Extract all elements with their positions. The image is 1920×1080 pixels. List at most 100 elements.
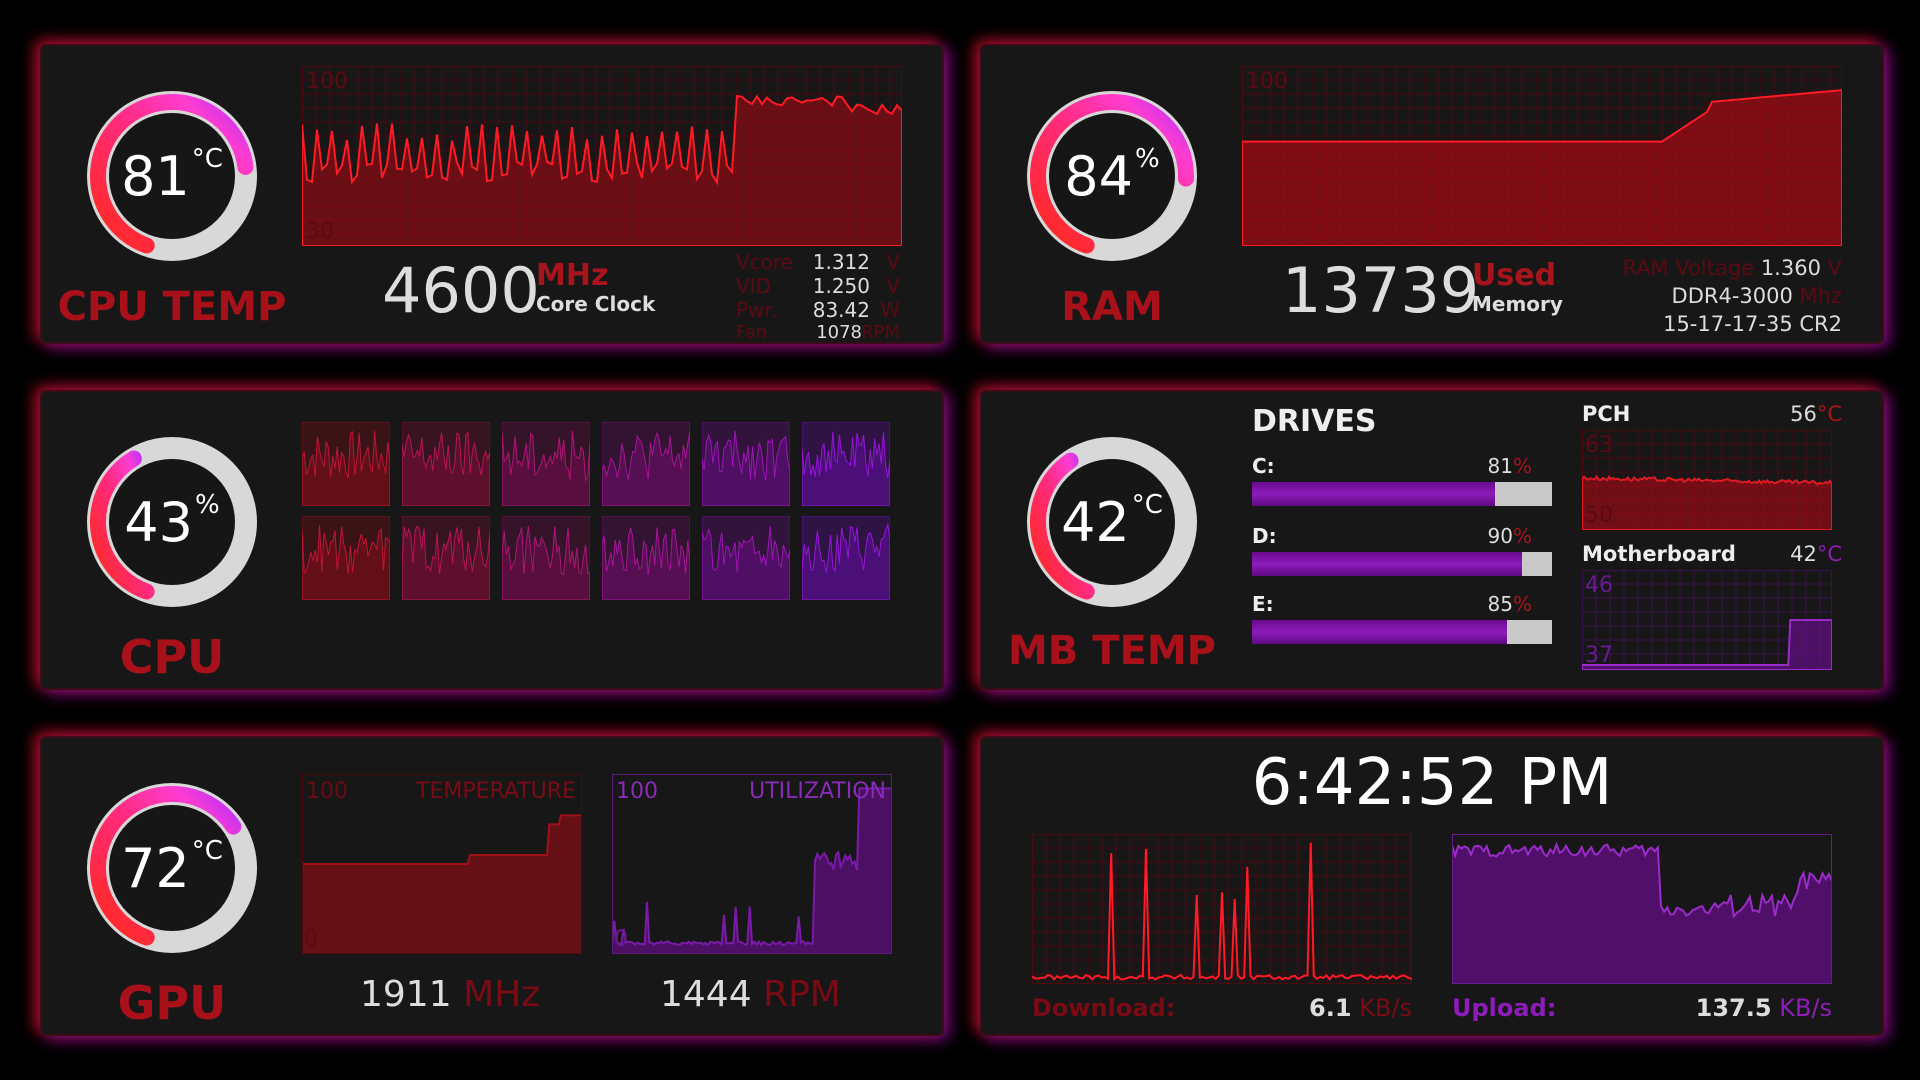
cpu-temp-title: CPU TEMP: [57, 284, 287, 330]
ram-voltage: RAM Voltage 1.360 V: [1622, 256, 1842, 280]
drive-d-label: D:: [1252, 524, 1277, 548]
download-rate: 6.1 KB/s: [1212, 994, 1412, 1022]
gauge-arc: [90, 450, 155, 600]
download-line: [1032, 842, 1412, 982]
cpu-core-chart: [602, 422, 690, 506]
ram-speed: DDR4-3000 Mhz: [1672, 284, 1842, 308]
core-load-line: [302, 430, 390, 506]
drive-pct-unit: %: [1512, 454, 1532, 478]
ram-gauge-value: 84%: [1012, 76, 1212, 276]
gauge-center: [110, 806, 234, 930]
drive-pct-unit: %: [1512, 524, 1532, 548]
upload-unit: KB/s: [1779, 994, 1832, 1022]
clock-display: 6:42:52 PM: [1251, 746, 1613, 820]
core-load-line: [302, 524, 390, 600]
cpu-core-chart: [802, 516, 890, 600]
ram-speed-value: DDR4-3000: [1671, 284, 1793, 308]
chart-min-label: 0: [614, 927, 628, 952]
stat-value: 1.312: [812, 250, 870, 274]
core-load-line: [702, 430, 790, 506]
stat-unit: V: [886, 250, 900, 274]
gpu-number: 72: [121, 836, 190, 900]
chart-frame: [302, 774, 582, 954]
gpu-panel: 72 °C GPU 100 TEMPERATURE 0 100 UTILIZATI…: [40, 736, 944, 1036]
core-load-line: [602, 527, 690, 600]
chart-grid: [1032, 834, 1412, 984]
ram-voltage-value: 1.360: [1760, 256, 1821, 280]
stat-label: VID: [736, 274, 771, 298]
ram-used-label: Used: [1472, 258, 1557, 293]
stat-unit: W: [880, 298, 900, 322]
upload-value: 137.5: [1695, 994, 1772, 1022]
cpu-core-chart: [802, 422, 890, 506]
core-bg: [602, 516, 690, 600]
download-value: 6.1: [1309, 994, 1352, 1022]
chart-frame: [1032, 834, 1412, 984]
chart-min-label: 50: [1585, 503, 1613, 528]
ram-title: RAM: [1061, 284, 1163, 330]
core-clock-unit: MHz: [536, 258, 609, 293]
upload-label: Upload:: [1452, 994, 1557, 1022]
drive-pct-value: 85: [1487, 592, 1513, 616]
motherboard-temp-unit: °C: [1816, 542, 1842, 566]
stat-value: 1078: [816, 322, 862, 343]
cpu-core-chart: [702, 422, 790, 506]
cpu-temp-panel: 81 °C CPU TEMP 100 30 4600 MHz Core Clock…: [40, 44, 944, 344]
gauge-arc: [90, 94, 254, 254]
chart-max-label: 100: [616, 779, 658, 804]
core-bg: [702, 422, 790, 506]
chart-min-label: 37: [1585, 643, 1613, 668]
core-load-line: [702, 526, 790, 600]
cpu-core-chart: [402, 516, 490, 600]
drive-c-bar: [1252, 482, 1552, 506]
cpu-temp-chart: 100 30: [302, 66, 902, 246]
cpu-core-chart: [502, 516, 590, 600]
drives-title: DRIVES: [1252, 404, 1377, 439]
gauge-center: [110, 460, 234, 584]
gpu-fan: 1444 RPM: [660, 974, 841, 1015]
stat-unit: RPM: [861, 322, 900, 343]
upload-rate: 137.5 KB/s: [1632, 994, 1832, 1022]
gauge-arc: [90, 786, 242, 946]
ram-used-sub: Memory: [1472, 292, 1563, 316]
download-unit: KB/s: [1359, 994, 1412, 1022]
stat-label: Vcore: [736, 250, 794, 274]
gpu-util-chart: 100 UTILIZATION 0: [612, 774, 892, 954]
cpu-core-chart: [402, 422, 490, 506]
gpu-gauge: [87, 783, 257, 953]
pch-area: [1582, 474, 1832, 530]
cpu-temp-gauge: [87, 91, 257, 261]
gpu-gauge-value: 72 °C: [72, 768, 272, 968]
core-bg: [502, 422, 590, 506]
gauge-center: [1050, 460, 1174, 584]
drive-e-label: E:: [1252, 592, 1274, 616]
core-load-line: [402, 431, 490, 506]
download-label: Download:: [1032, 994, 1176, 1022]
drive-pct-unit: %: [1512, 592, 1532, 616]
pch-chart: 63 50: [1582, 430, 1832, 530]
mb-temp-gauge: [1027, 437, 1197, 607]
cpu-title: CPU: [119, 630, 225, 684]
gauge-center: [110, 114, 234, 238]
gauge-arc: [1030, 452, 1095, 600]
ram-panel: 84% RAM 100 13739 Used Memory RAM Voltag…: [980, 44, 1884, 344]
mb-temp-title: MB TEMP: [1008, 628, 1216, 674]
cpu-core-chart: [302, 422, 390, 506]
core-load-line: [602, 430, 690, 506]
gpu-unit: °C: [191, 836, 223, 866]
cpu-unit: %: [195, 490, 220, 520]
motherboard-area: [1582, 619, 1832, 670]
upload-chart: [1452, 834, 1832, 984]
motherboard-temp: 42°C: [1752, 542, 1842, 566]
mb-temp-number: 42: [1061, 490, 1130, 554]
cpu-gauge-value: 43%: [72, 422, 272, 622]
chart-frame: [1452, 834, 1832, 984]
drive-pct-value: 81: [1487, 454, 1513, 478]
core-bg: [402, 516, 490, 600]
network-panel: 6:42:52 PM Download: 6.1 KB/s Upload: 13…: [980, 736, 1884, 1036]
cpu-core-chart: [602, 516, 690, 600]
drive-c-label: C:: [1252, 454, 1275, 478]
upload-area: [1452, 841, 1832, 984]
cpu-core-chart: [702, 516, 790, 600]
pch-title: PCH: [1582, 402, 1631, 426]
